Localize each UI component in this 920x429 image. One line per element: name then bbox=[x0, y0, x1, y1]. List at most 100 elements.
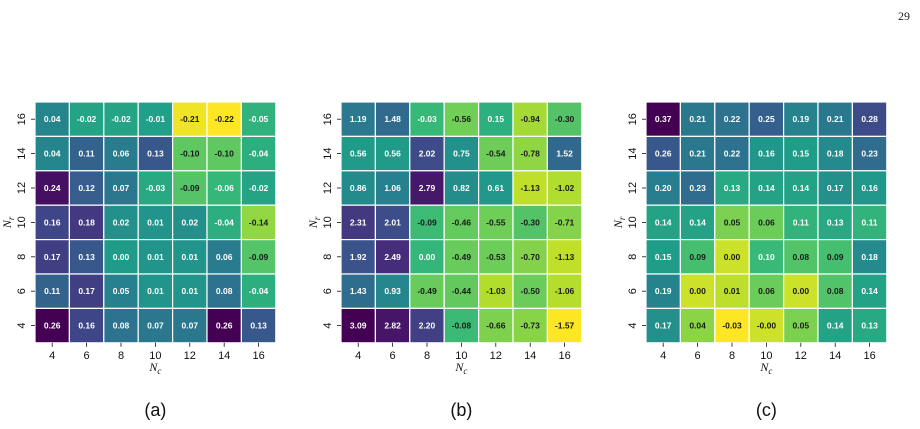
heatmap-cell bbox=[103, 204, 139, 241]
heatmap-cell bbox=[851, 135, 888, 172]
heatmap-cell bbox=[714, 307, 750, 344]
x-tick-label: 8 bbox=[729, 350, 735, 362]
heatmap-panel: 0.37 0.21 0.22 0.25 0.19 0.21 0.28 0.26 0.21 0.22… bbox=[611, 101, 888, 420]
heatmap-cell bbox=[409, 101, 445, 138]
panel-label: (c) bbox=[756, 400, 777, 420]
cell-value-label: 0.14 bbox=[655, 217, 672, 227]
cell-value-label: -0.30 bbox=[555, 114, 575, 124]
cell-value-label: 2.31 bbox=[350, 217, 367, 227]
heatmap-cell bbox=[748, 204, 785, 241]
cell-value-label: -0.04 bbox=[215, 217, 235, 227]
heatmap-cell bbox=[409, 204, 445, 241]
heatmap-cell bbox=[512, 239, 549, 275]
cell-value-label: 0.11 bbox=[793, 217, 809, 227]
y-tick-label: 12 bbox=[322, 182, 334, 194]
cell-value-label: -0.73 bbox=[521, 321, 541, 331]
heatmap-cell bbox=[782, 273, 819, 310]
heatmap-cell bbox=[851, 307, 888, 344]
cell-value-label: 0.18 bbox=[861, 252, 878, 262]
heatmap-cell bbox=[851, 239, 888, 275]
heatmap-cell bbox=[68, 135, 105, 172]
cell-value-label: -0.56 bbox=[452, 114, 472, 124]
heatmap-cell bbox=[478, 170, 514, 206]
cell-value-label: -0.55 bbox=[486, 217, 506, 227]
x-tick-label: 16 bbox=[558, 350, 570, 362]
cell-value-label: -0.14 bbox=[249, 217, 269, 227]
cell-value-label: 2.02 bbox=[419, 149, 436, 159]
cell-value-label: 0.00 bbox=[724, 252, 741, 262]
panel-label: (b) bbox=[450, 400, 472, 420]
x-axis-label: Nc bbox=[454, 360, 467, 376]
heatmap-cell bbox=[645, 273, 682, 310]
heatmap-cell bbox=[240, 204, 277, 241]
cell-value-label: 0.08 bbox=[216, 286, 233, 296]
cell-value-label: 0.00 bbox=[689, 286, 706, 296]
x-tick-label: 10 bbox=[760, 350, 772, 362]
y-tick-label: 14 bbox=[322, 147, 334, 159]
heatmap-cell bbox=[512, 101, 549, 138]
cell-value-label: 0.17 bbox=[655, 321, 672, 331]
heatmap-panel: 1.19 1.48 -0.03 -0.56 0.15 -0.94 -0.30 0.56 0.56… bbox=[306, 101, 583, 420]
heatmap-cell bbox=[512, 135, 549, 172]
cell-value-label: 0.26 bbox=[216, 321, 233, 331]
cell-value-label: 0.11 bbox=[79, 149, 95, 159]
cell-value-label: 0.06 bbox=[216, 252, 233, 262]
heatmap-cell bbox=[206, 239, 243, 275]
cell-value-label: 0.01 bbox=[147, 286, 164, 296]
x-tick-label: 14 bbox=[524, 350, 536, 362]
y-tick-label: 12 bbox=[16, 182, 28, 194]
cell-value-label: 0.05 bbox=[113, 286, 130, 296]
x-tick-label: 6 bbox=[695, 350, 701, 362]
cell-value-label: -0.03 bbox=[146, 183, 166, 193]
cell-value-label: -1.03 bbox=[486, 286, 506, 296]
heatmap-cell bbox=[374, 307, 411, 344]
heatmap-cell bbox=[679, 273, 716, 310]
y-tick-label: 8 bbox=[322, 254, 334, 260]
heatmap-cell bbox=[206, 307, 243, 344]
heatmap-cell bbox=[374, 101, 411, 138]
heatmap-cell bbox=[206, 135, 243, 172]
cell-value-label: 0.09 bbox=[827, 252, 844, 262]
heatmap-cell bbox=[240, 135, 277, 172]
cell-value-label: 0.02 bbox=[113, 217, 130, 227]
heatmap-cell bbox=[34, 170, 71, 206]
cell-value-label: 0.18 bbox=[78, 217, 95, 227]
x-tick-label: 10 bbox=[455, 350, 467, 362]
x-tick-label: 12 bbox=[490, 350, 502, 362]
heatmap-panel: 0.04 -0.02 -0.02 -0.01 -0.21 -0.22 -0.05 0.04 0.… bbox=[0, 101, 277, 420]
y-tick-label: 10 bbox=[627, 216, 639, 228]
cell-value-label: 0.01 bbox=[182, 286, 199, 296]
cell-value-label: 0.15 bbox=[488, 114, 505, 124]
cell-value-label: -1.57 bbox=[555, 321, 575, 331]
cell-value-label: -0.71 bbox=[555, 217, 575, 227]
cell-value-label: -0.78 bbox=[521, 149, 541, 159]
cell-value-label: 0.17 bbox=[827, 183, 844, 193]
cell-value-label: -0.02 bbox=[77, 114, 97, 124]
heatmap-cell bbox=[443, 204, 480, 241]
heatmap-cell bbox=[851, 273, 888, 310]
x-tick-label: 8 bbox=[424, 350, 430, 362]
cell-value-label: -0.49 bbox=[417, 286, 437, 296]
cell-value-label: 0.06 bbox=[113, 149, 130, 159]
cell-value-label: -0.49 bbox=[452, 252, 472, 262]
cell-value-label: 0.06 bbox=[758, 217, 775, 227]
cell-value-label: 0.01 bbox=[724, 286, 741, 296]
cell-value-label: 0.01 bbox=[147, 252, 164, 262]
heatmap-cell bbox=[137, 170, 174, 206]
y-tick-label: 14 bbox=[627, 147, 639, 159]
heatmap-cell bbox=[340, 135, 377, 172]
heatmap-cell bbox=[645, 135, 682, 172]
cell-value-label: 1.92 bbox=[350, 252, 367, 262]
cell-value-label: 0.18 bbox=[827, 149, 844, 159]
y-tick-label: 6 bbox=[322, 288, 334, 294]
heatmap-cell bbox=[34, 307, 71, 344]
cell-value-label: 0.15 bbox=[655, 252, 672, 262]
cell-value-label: 0.00 bbox=[793, 286, 810, 296]
cell-value-label: 0.15 bbox=[793, 149, 810, 159]
heatmap-cell bbox=[782, 239, 819, 275]
cell-value-label: 0.12 bbox=[78, 183, 95, 193]
cell-value-label: -1.02 bbox=[555, 183, 575, 193]
cell-value-label: 0.07 bbox=[147, 321, 164, 331]
cell-value-label: 0.16 bbox=[78, 321, 95, 331]
cell-value-label: 0.14 bbox=[827, 321, 844, 331]
